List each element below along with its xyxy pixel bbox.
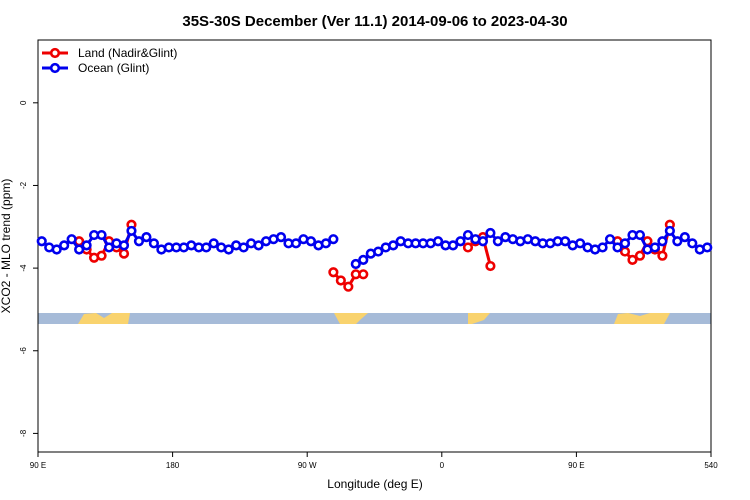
- data-point: [358, 254, 369, 265]
- land-ocean-strip: [38, 313, 711, 324]
- data-point: [634, 250, 646, 261]
- legend-marker: [49, 62, 61, 74]
- data-point: [485, 227, 496, 239]
- y-tick-label: -6: [19, 347, 28, 355]
- data-point: [141, 232, 152, 243]
- data-point: [51, 244, 62, 255]
- data-point: [118, 240, 130, 251]
- data-point: [290, 238, 302, 249]
- data-point: [627, 254, 638, 265]
- y-tick-label: -8: [19, 429, 28, 437]
- data-point: [664, 225, 675, 237]
- data-point: [103, 242, 115, 253]
- data-point: [634, 229, 646, 241]
- data-point: [223, 244, 234, 255]
- data-point: [201, 242, 212, 253]
- data-point: [358, 269, 369, 280]
- data-point: [350, 258, 361, 270]
- data-point: [275, 232, 287, 243]
- data-point: [118, 248, 130, 259]
- data-point: [702, 242, 713, 253]
- y-axis-label: XCO2 - MLO trend (ppm): [0, 179, 13, 314]
- x-tick-label: 90 E: [568, 461, 584, 470]
- data-point: [328, 267, 339, 278]
- data-point: [126, 225, 137, 237]
- legend-marker: [49, 47, 61, 59]
- data-point: [432, 236, 444, 247]
- x-tick-label: 0: [440, 461, 445, 470]
- data-point: [96, 229, 107, 241]
- x-tick-label: 180: [166, 461, 180, 470]
- data-point: [238, 242, 249, 253]
- data-point: [133, 236, 145, 247]
- data-point: [597, 242, 608, 253]
- x-axis-label: Longitude (deg E): [327, 477, 422, 491]
- chart-title: 35S-30S December (Ver 11.1) 2014-09-06 t…: [182, 13, 567, 30]
- y-tick-label: -2: [19, 181, 28, 189]
- data-point: [657, 250, 668, 261]
- legend: Land (Nadir&Glint)Ocean (Glint): [42, 46, 177, 75]
- data-point: [679, 232, 690, 243]
- data-point: [96, 250, 107, 261]
- data-point: [462, 242, 474, 253]
- data-point: [148, 238, 160, 249]
- data-point: [619, 238, 631, 249]
- data-point: [335, 275, 346, 286]
- data-point: [253, 240, 264, 251]
- data-point: [560, 236, 571, 247]
- data-point: [612, 242, 623, 253]
- data-point: [447, 240, 459, 251]
- data-point: [59, 240, 70, 251]
- data-point: [485, 260, 496, 272]
- data-point: [81, 240, 92, 251]
- data-point: [373, 246, 384, 257]
- data-point: [208, 238, 219, 249]
- x-tick-label: 540: [704, 461, 718, 470]
- data-point: [388, 240, 399, 251]
- data-point: [320, 238, 331, 249]
- legend-label: Land (Nadir&Glint): [78, 46, 177, 60]
- data-point: [477, 236, 489, 247]
- data-point: [604, 234, 616, 245]
- data-point: [657, 236, 668, 247]
- data-point: [74, 244, 85, 255]
- x-tick-label: 90 E: [30, 461, 46, 470]
- data-point: [492, 236, 503, 247]
- data-point: [455, 236, 466, 247]
- y-tick-label: 0: [19, 100, 28, 105]
- data-point: [462, 229, 474, 241]
- y-tick-label: -4: [19, 264, 28, 272]
- data-point: [672, 236, 683, 247]
- data-point: [687, 238, 698, 249]
- data-point: [328, 234, 339, 245]
- data-point: [343, 281, 354, 292]
- x-tick-label: 90 W: [298, 461, 317, 470]
- data-point: [305, 236, 317, 247]
- data-point: [66, 234, 77, 245]
- data-point: [36, 236, 47, 247]
- data-point: [575, 238, 586, 249]
- legend-label: Ocean (Glint): [78, 61, 149, 75]
- data-point: [649, 242, 661, 253]
